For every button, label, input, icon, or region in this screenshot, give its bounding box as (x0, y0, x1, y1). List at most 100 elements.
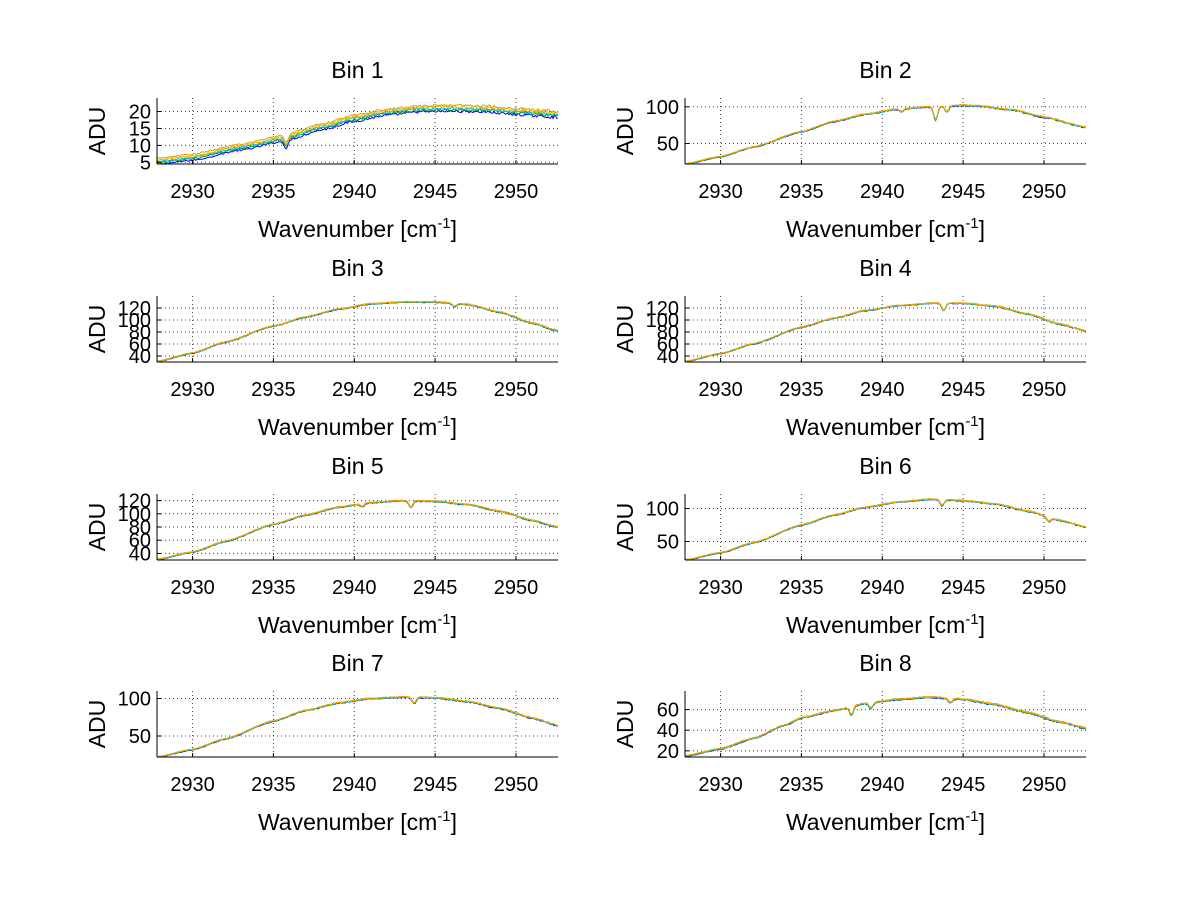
series-group (685, 103, 1086, 164)
y-axis-label: ADU (84, 305, 110, 354)
y-tick-label: 60 (129, 334, 151, 356)
panel-title: Bin 5 (331, 453, 383, 479)
y-tick-label: 40 (657, 720, 679, 742)
series-group (685, 695, 1086, 757)
y-tick-label: 40 (657, 346, 679, 368)
x-tick-label: 2950 (1022, 577, 1067, 599)
x-tick-label: 2935 (779, 379, 824, 401)
panel-bin-6: 2930 2935 2940 2945 2950 50 100 Bin 6 Wavenumber… (612, 453, 1086, 638)
panel-title: Bin 8 (859, 650, 911, 676)
y-tick-label: 120 (646, 298, 679, 320)
y-tick-label: 15 (129, 118, 151, 140)
series-group (157, 103, 558, 164)
x-tick-label: 2940 (860, 577, 905, 599)
panel-title: Bin 1 (331, 57, 383, 83)
x-axis-label: Wavenumber [cm-1] (258, 413, 457, 440)
x-tick-label: 2940 (860, 181, 905, 203)
y-tick-label: 80 (129, 322, 151, 344)
x-tick-label: 2950 (1022, 181, 1067, 203)
series-line-2 (685, 104, 1086, 164)
panel-title: Bin 4 (859, 255, 912, 281)
panel-title: Bin 3 (331, 255, 383, 281)
series-line-5 (157, 499, 558, 560)
series-line-5 (157, 103, 558, 159)
x-tick-label: 2945 (941, 379, 986, 401)
x-tick-label: 2930 (698, 181, 743, 203)
y-axis-label: ADU (84, 107, 110, 156)
series-line-5 (685, 103, 1086, 164)
x-tick-label: 2930 (698, 379, 743, 401)
x-tick-label: 2945 (413, 379, 458, 401)
series-line-1 (157, 696, 558, 757)
series-line-5 (157, 300, 558, 362)
x-tick-label: 2930 (170, 181, 215, 203)
x-tick-label: 2950 (494, 181, 539, 203)
y-tick-label: 10 (129, 135, 151, 157)
series-line-3 (157, 300, 558, 362)
y-tick-label: 5 (140, 152, 151, 174)
y-tick-label: 50 (657, 133, 679, 155)
y-axis-label: ADU (84, 503, 110, 552)
x-tick-label: 2945 (941, 181, 986, 203)
x-tick-label: 2935 (251, 181, 296, 203)
y-tick-label: 40 (129, 543, 151, 565)
series-line-4 (157, 695, 558, 757)
series-line-2 (157, 499, 558, 560)
x-axis-label: Wavenumber [cm-1] (258, 611, 457, 638)
series-line-5 (685, 695, 1086, 756)
x-axis-label: Wavenumber [cm-1] (786, 413, 985, 440)
x-tick-label: 2950 (1022, 774, 1067, 796)
series-line-4 (685, 696, 1086, 757)
x-tick-label: 2930 (698, 577, 743, 599)
y-tick-label: 100 (646, 499, 679, 521)
y-tick-label: 20 (129, 102, 151, 124)
x-axis-label: Wavenumber [cm-1] (786, 808, 985, 835)
y-tick-label: 50 (657, 532, 679, 554)
series-line-5 (685, 301, 1086, 362)
x-tick-label: 2930 (170, 774, 215, 796)
y-axis-label: ADU (612, 107, 638, 156)
y-tick-label: 120 (118, 491, 151, 513)
x-tick-label: 2940 (860, 774, 905, 796)
panel-title: Bin 2 (859, 57, 911, 83)
y-axis-label: ADU (612, 700, 638, 749)
x-tick-label: 2945 (941, 577, 986, 599)
x-tick-label: 2930 (170, 379, 215, 401)
x-tick-label: 2940 (860, 379, 905, 401)
x-tick-label: 2935 (251, 774, 296, 796)
series-group (157, 499, 558, 560)
y-tick-label: 100 (118, 504, 151, 526)
x-axis-label: Wavenumber [cm-1] (258, 808, 457, 835)
x-axis-label: Wavenumber [cm-1] (786, 611, 985, 638)
x-tick-label: 2940 (332, 181, 377, 203)
x-axis-label: Wavenumber [cm-1] (786, 215, 985, 242)
panel-title: Bin 6 (859, 453, 911, 479)
y-tick-label: 20 (657, 741, 679, 763)
x-tick-label: 2935 (251, 577, 296, 599)
x-tick-label: 2935 (251, 379, 296, 401)
x-tick-label: 2930 (170, 577, 215, 599)
series-line-3 (685, 696, 1086, 757)
series-line-4 (157, 499, 558, 560)
x-tick-label: 2950 (494, 379, 539, 401)
y-tick-label: 60 (657, 700, 679, 722)
panel-bin-7: 2930 2935 2940 2945 2950 50 100 Bin 7 Wavenumber… (84, 650, 558, 835)
series-line-4 (157, 105, 558, 161)
x-tick-label: 2945 (413, 181, 458, 203)
x-tick-label: 2945 (941, 774, 986, 796)
y-tick-label: 60 (657, 334, 679, 356)
series-line-3 (157, 106, 558, 163)
y-axis-label: ADU (612, 305, 638, 354)
series-line-1 (157, 109, 558, 164)
series-line-5 (157, 695, 558, 757)
series-group (685, 497, 1086, 560)
series-line-1 (157, 500, 558, 560)
series-line-5 (685, 497, 1086, 560)
x-tick-label: 2935 (779, 577, 824, 599)
